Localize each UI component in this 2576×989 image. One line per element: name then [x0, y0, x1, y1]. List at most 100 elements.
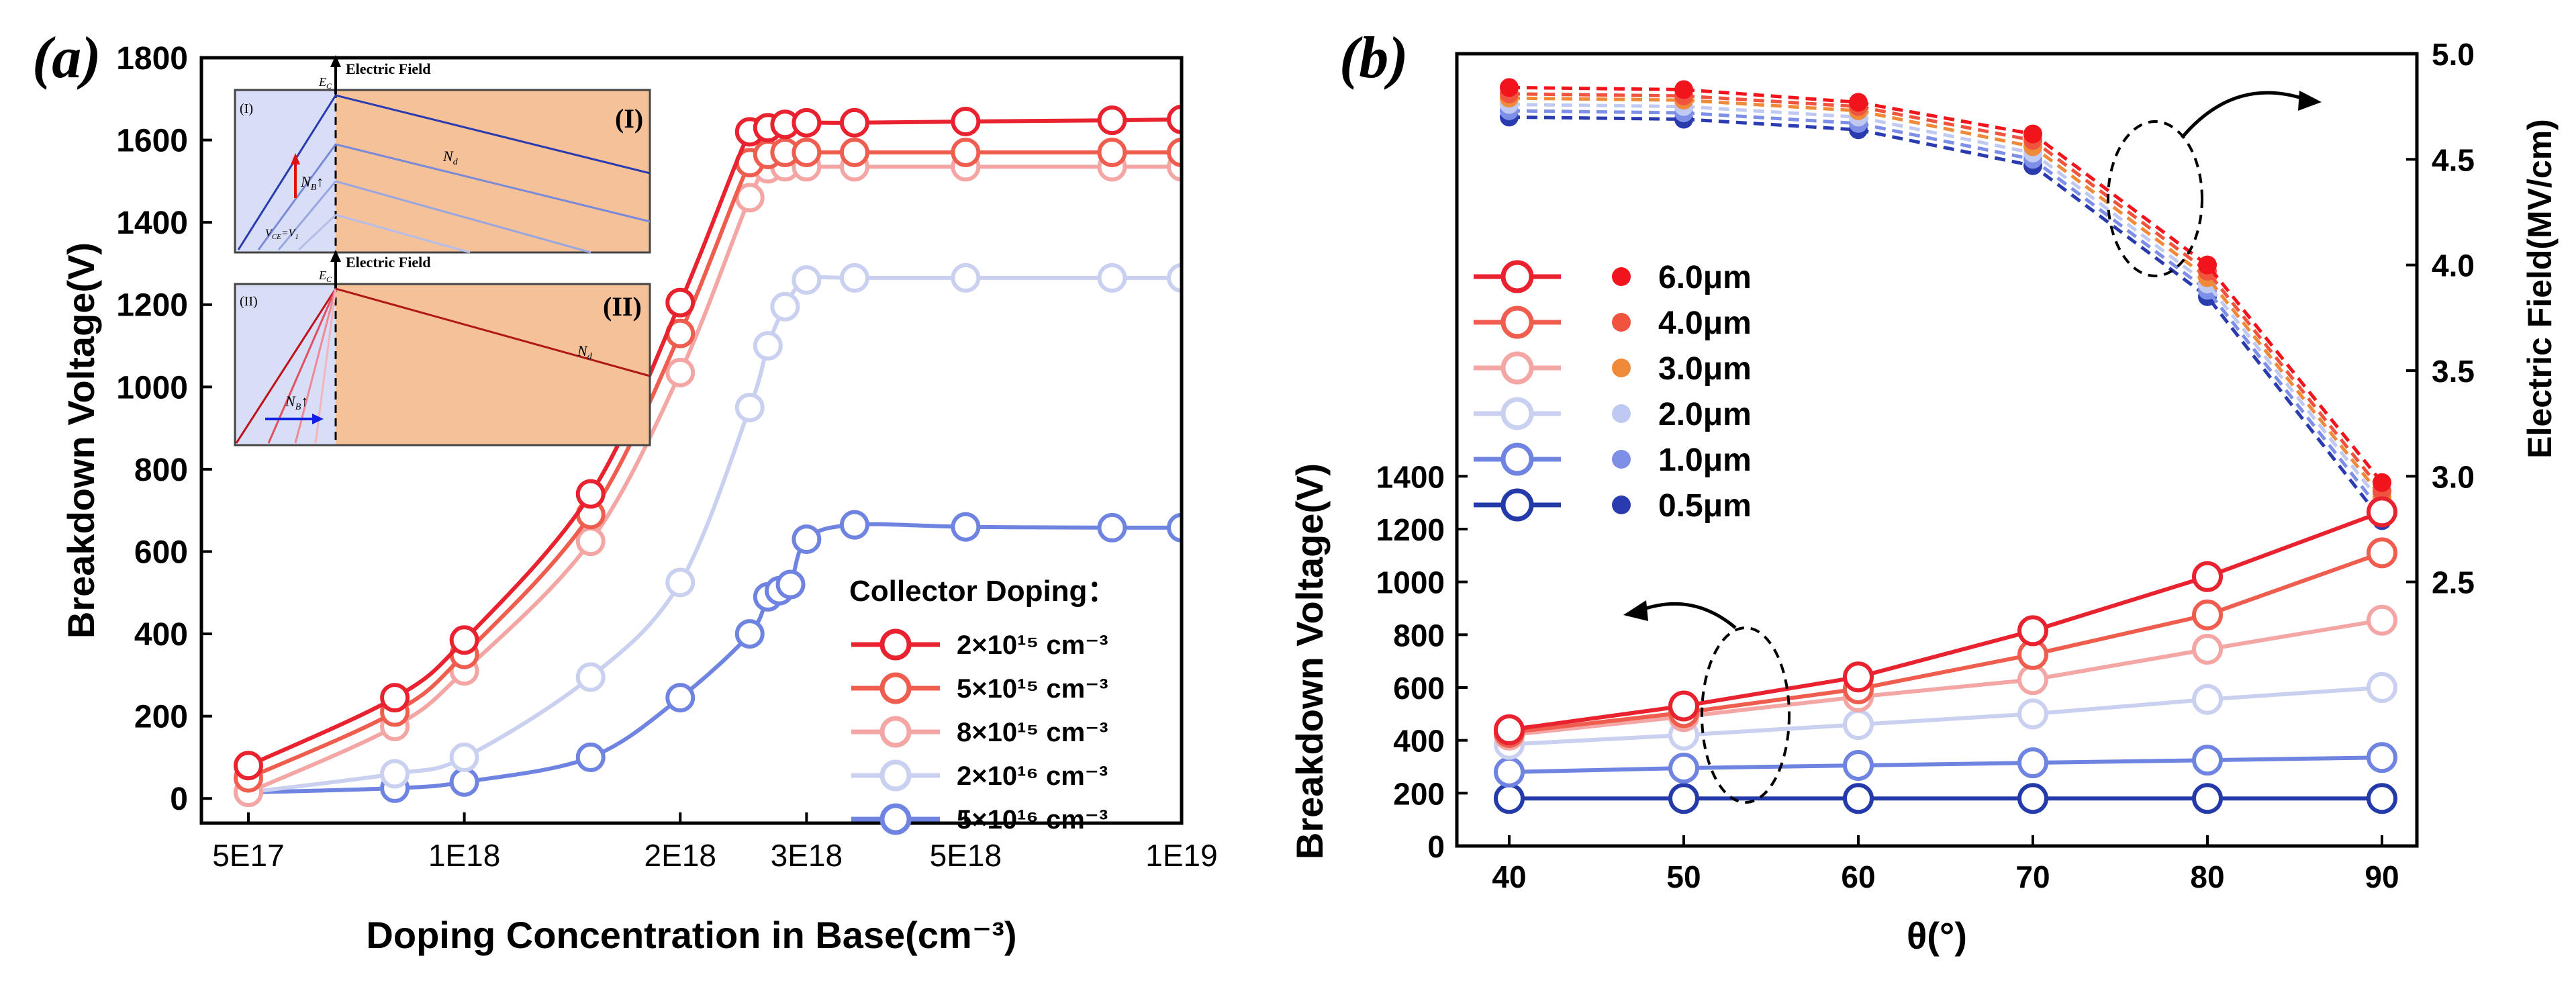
y-tick-label: 800 [134, 453, 188, 488]
voltage-point [2192, 745, 2223, 776]
voltage-line-6-0-m [1509, 510, 2383, 732]
legend-marker-4-0-m [1500, 305, 1534, 339]
voltage-point [2192, 684, 2223, 715]
svg-text:NB↑: NB↑ [300, 173, 324, 193]
legend-marker-2-10-cm [879, 759, 912, 792]
data-point [1167, 104, 1182, 134]
legend-marker-2-0-m [1500, 397, 1534, 430]
data-point [792, 107, 822, 138]
data-point [665, 683, 696, 713]
field-point [1674, 80, 1693, 99]
field-point [1500, 78, 1519, 97]
panel-a-axes-frame [199, 56, 1184, 825]
x-tick-label: 70 [2015, 859, 2050, 894]
data-point [839, 510, 869, 540]
data-point [770, 291, 800, 322]
legend-label-1-0-m: 1.0μm [1658, 442, 1752, 478]
voltage-point [1843, 783, 1874, 814]
y-tick-label: 1600 [116, 124, 188, 159]
panel-b-y2-axis: 2.5 3.0 3.5 4.0 4.5 5.0 [2406, 37, 2475, 600]
voltage-point [1668, 752, 1699, 784]
data-point [775, 569, 806, 600]
svg-text:Nd: Nd [442, 148, 459, 167]
data-point [665, 287, 696, 318]
field-point [2023, 124, 2042, 144]
legend-marker-2-10-cm [879, 628, 912, 661]
x-tick-label: 90 [2365, 859, 2399, 894]
legend-label-4-0-m: 4.0μm [1658, 305, 1752, 341]
x-tick-label: 3E18 [771, 838, 843, 873]
data-point [1167, 263, 1182, 293]
svg-text:EC: EC [318, 75, 332, 91]
panel-a-plot-area [233, 104, 1182, 808]
inset-i-big-label: (I) [615, 103, 643, 134]
panel-a-x-axis-label: Doping Concentration in Base(cm⁻³) [366, 914, 1016, 956]
data-point [1097, 512, 1127, 543]
field-point [2373, 473, 2391, 492]
legend-label-2-0-m: 2.0μm [1658, 397, 1752, 432]
legend-label-8-10-cm: 8×10¹⁵ cm⁻³ [957, 718, 1108, 747]
voltage-point [2017, 783, 2048, 814]
svg-text:VCE=V1: VCE=V1 [265, 228, 299, 241]
data-point [233, 751, 263, 781]
field-point [1849, 93, 1868, 112]
voltage-point [2192, 633, 2223, 665]
data-point [575, 742, 606, 772]
y-tick-label: 0 [1427, 829, 1445, 864]
data-point [792, 137, 822, 167]
panel-a-y-axis-label: Breakdown Voltage(V) [60, 242, 102, 639]
y-tick-label: 1800 [116, 41, 188, 77]
legend-label-0-5-m: 0.5μm [1658, 488, 1752, 524]
data-point [753, 331, 783, 361]
x-tick-label: 60 [1841, 859, 1875, 894]
panel-a-label: (a) [32, 26, 101, 91]
inset-i-field-label: Electric Field [346, 60, 430, 77]
data-point [380, 683, 410, 713]
y-tick-label: 200 [134, 700, 188, 735]
svg-text:EC: EC [318, 269, 332, 284]
panel-a: (a) 0 200 400 600 800 1000 1200 1400 1600 1800 5E… [32, 26, 1218, 956]
panel-b-field-group-ellipse [2107, 120, 2203, 277]
panel-b-y2-axis-label: Electric Field(MV/cm) [2521, 119, 2559, 459]
legend-marker-3-0-m [1500, 351, 1534, 385]
y-tick-label: 1200 [116, 288, 188, 324]
data-point [575, 662, 606, 692]
legend-label-3-0-m: 3.0μm [1658, 351, 1752, 387]
voltage-point [2367, 742, 2397, 773]
data-point [792, 524, 822, 555]
legend-marker-5-10-cm [879, 672, 912, 704]
panel-a-y-axis: 0 200 400 600 800 1000 1200 1400 1600 1800 [116, 41, 212, 817]
voltage-point [2017, 747, 2048, 779]
data-point [1167, 137, 1182, 167]
legend-marker-5-10-cm [879, 803, 912, 835]
y-tick-label: 200 [1393, 776, 1445, 811]
voltage-point [1668, 783, 1699, 814]
legend-label-5-10-cm: 5×10¹⁶ cm⁻³ [957, 805, 1108, 835]
y2-tick-label: 2.5 [2432, 565, 2475, 600]
data-point [449, 742, 479, 772]
x-tick-label: 1E18 [428, 838, 500, 873]
panel-b-y-axis: 0 200 400 600 800 1000 1200 1400 [1376, 459, 1468, 864]
voltage-point [2017, 698, 2048, 730]
voltage-point [1843, 750, 1874, 782]
field-line-4-0-m [1509, 92, 2383, 492]
legend-dot-3-0-m [1612, 359, 1631, 377]
inset-ii-small-label: (II) [240, 294, 258, 309]
legend-label-5-10-cm: 5×10¹⁵ cm⁻³ [957, 674, 1108, 704]
panel-b-right-axis-arrow [2181, 91, 2310, 139]
data-point [1097, 263, 1127, 293]
voltage-point [2367, 496, 2397, 528]
data-point [951, 137, 981, 167]
inset-i-small-label: (I) [240, 101, 253, 116]
legend-marker-1-0-m [1500, 442, 1534, 476]
x-tick-label: 40 [1492, 859, 1526, 894]
data-point [665, 567, 696, 598]
field-line-6-0-m [1509, 85, 2383, 484]
inset-i-ec-label: E [318, 75, 326, 89]
panel-a-legend-title: Collector Doping： [849, 575, 1116, 608]
panel-b-plot-area [1494, 78, 2397, 814]
y-tick-label: 800 [1393, 618, 1445, 653]
voltage-point [1843, 709, 1874, 741]
x-tick-label: 50 [1666, 859, 1701, 894]
legend-dot-1-0-m [1612, 450, 1631, 469]
